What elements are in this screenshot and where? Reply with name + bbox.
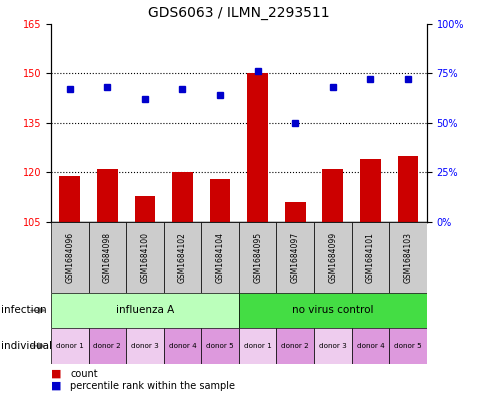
- Bar: [134, 196, 155, 222]
- Bar: [247, 73, 268, 222]
- Bar: [59, 176, 80, 222]
- Text: ■: ■: [51, 381, 61, 391]
- Bar: [314, 328, 351, 364]
- Bar: [276, 328, 314, 364]
- Text: GSM1684096: GSM1684096: [65, 232, 74, 283]
- Bar: [51, 293, 238, 328]
- Text: GSM1684097: GSM1684097: [290, 232, 299, 283]
- Bar: [351, 328, 388, 364]
- Bar: [322, 169, 343, 222]
- Bar: [164, 328, 201, 364]
- Bar: [276, 222, 314, 293]
- Bar: [126, 222, 163, 293]
- Bar: [209, 179, 230, 222]
- Bar: [388, 328, 426, 364]
- Bar: [201, 222, 238, 293]
- Bar: [351, 222, 388, 293]
- Text: GSM1684103: GSM1684103: [403, 232, 412, 283]
- Text: donor 2: donor 2: [93, 343, 121, 349]
- Text: GSM1684100: GSM1684100: [140, 232, 149, 283]
- Text: influenza A: influenza A: [116, 305, 174, 316]
- Text: donor 5: donor 5: [206, 343, 233, 349]
- Text: count: count: [70, 369, 98, 379]
- Bar: [201, 328, 238, 364]
- Bar: [238, 328, 276, 364]
- Text: donor 1: donor 1: [56, 343, 83, 349]
- Text: individual: individual: [1, 341, 52, 351]
- Bar: [314, 222, 351, 293]
- Text: GSM1684101: GSM1684101: [365, 232, 374, 283]
- Bar: [88, 328, 126, 364]
- Text: donor 2: donor 2: [281, 343, 308, 349]
- Text: no virus control: no virus control: [291, 305, 373, 316]
- Bar: [164, 222, 201, 293]
- Bar: [359, 159, 380, 222]
- Bar: [172, 173, 193, 222]
- Bar: [51, 222, 88, 293]
- Text: percentile rank within the sample: percentile rank within the sample: [70, 381, 235, 391]
- Text: GSM1684095: GSM1684095: [253, 232, 262, 283]
- Bar: [238, 293, 426, 328]
- Text: donor 3: donor 3: [318, 343, 346, 349]
- Text: ■: ■: [51, 369, 61, 379]
- Text: donor 3: donor 3: [131, 343, 158, 349]
- Bar: [126, 328, 163, 364]
- Bar: [238, 222, 276, 293]
- Text: donor 4: donor 4: [356, 343, 383, 349]
- Text: infection: infection: [1, 305, 46, 316]
- Text: GSM1684098: GSM1684098: [103, 232, 112, 283]
- Text: GSM1684102: GSM1684102: [178, 232, 187, 283]
- Text: donor 1: donor 1: [243, 343, 271, 349]
- Text: donor 4: donor 4: [168, 343, 196, 349]
- Bar: [51, 328, 88, 364]
- Bar: [284, 202, 305, 222]
- Bar: [97, 169, 118, 222]
- Text: donor 5: donor 5: [393, 343, 421, 349]
- Bar: [88, 222, 126, 293]
- Text: GSM1684099: GSM1684099: [328, 232, 337, 283]
- Title: GDS6063 / ILMN_2293511: GDS6063 / ILMN_2293511: [148, 6, 329, 20]
- Text: GSM1684104: GSM1684104: [215, 232, 224, 283]
- Bar: [388, 222, 426, 293]
- Bar: [397, 156, 418, 222]
